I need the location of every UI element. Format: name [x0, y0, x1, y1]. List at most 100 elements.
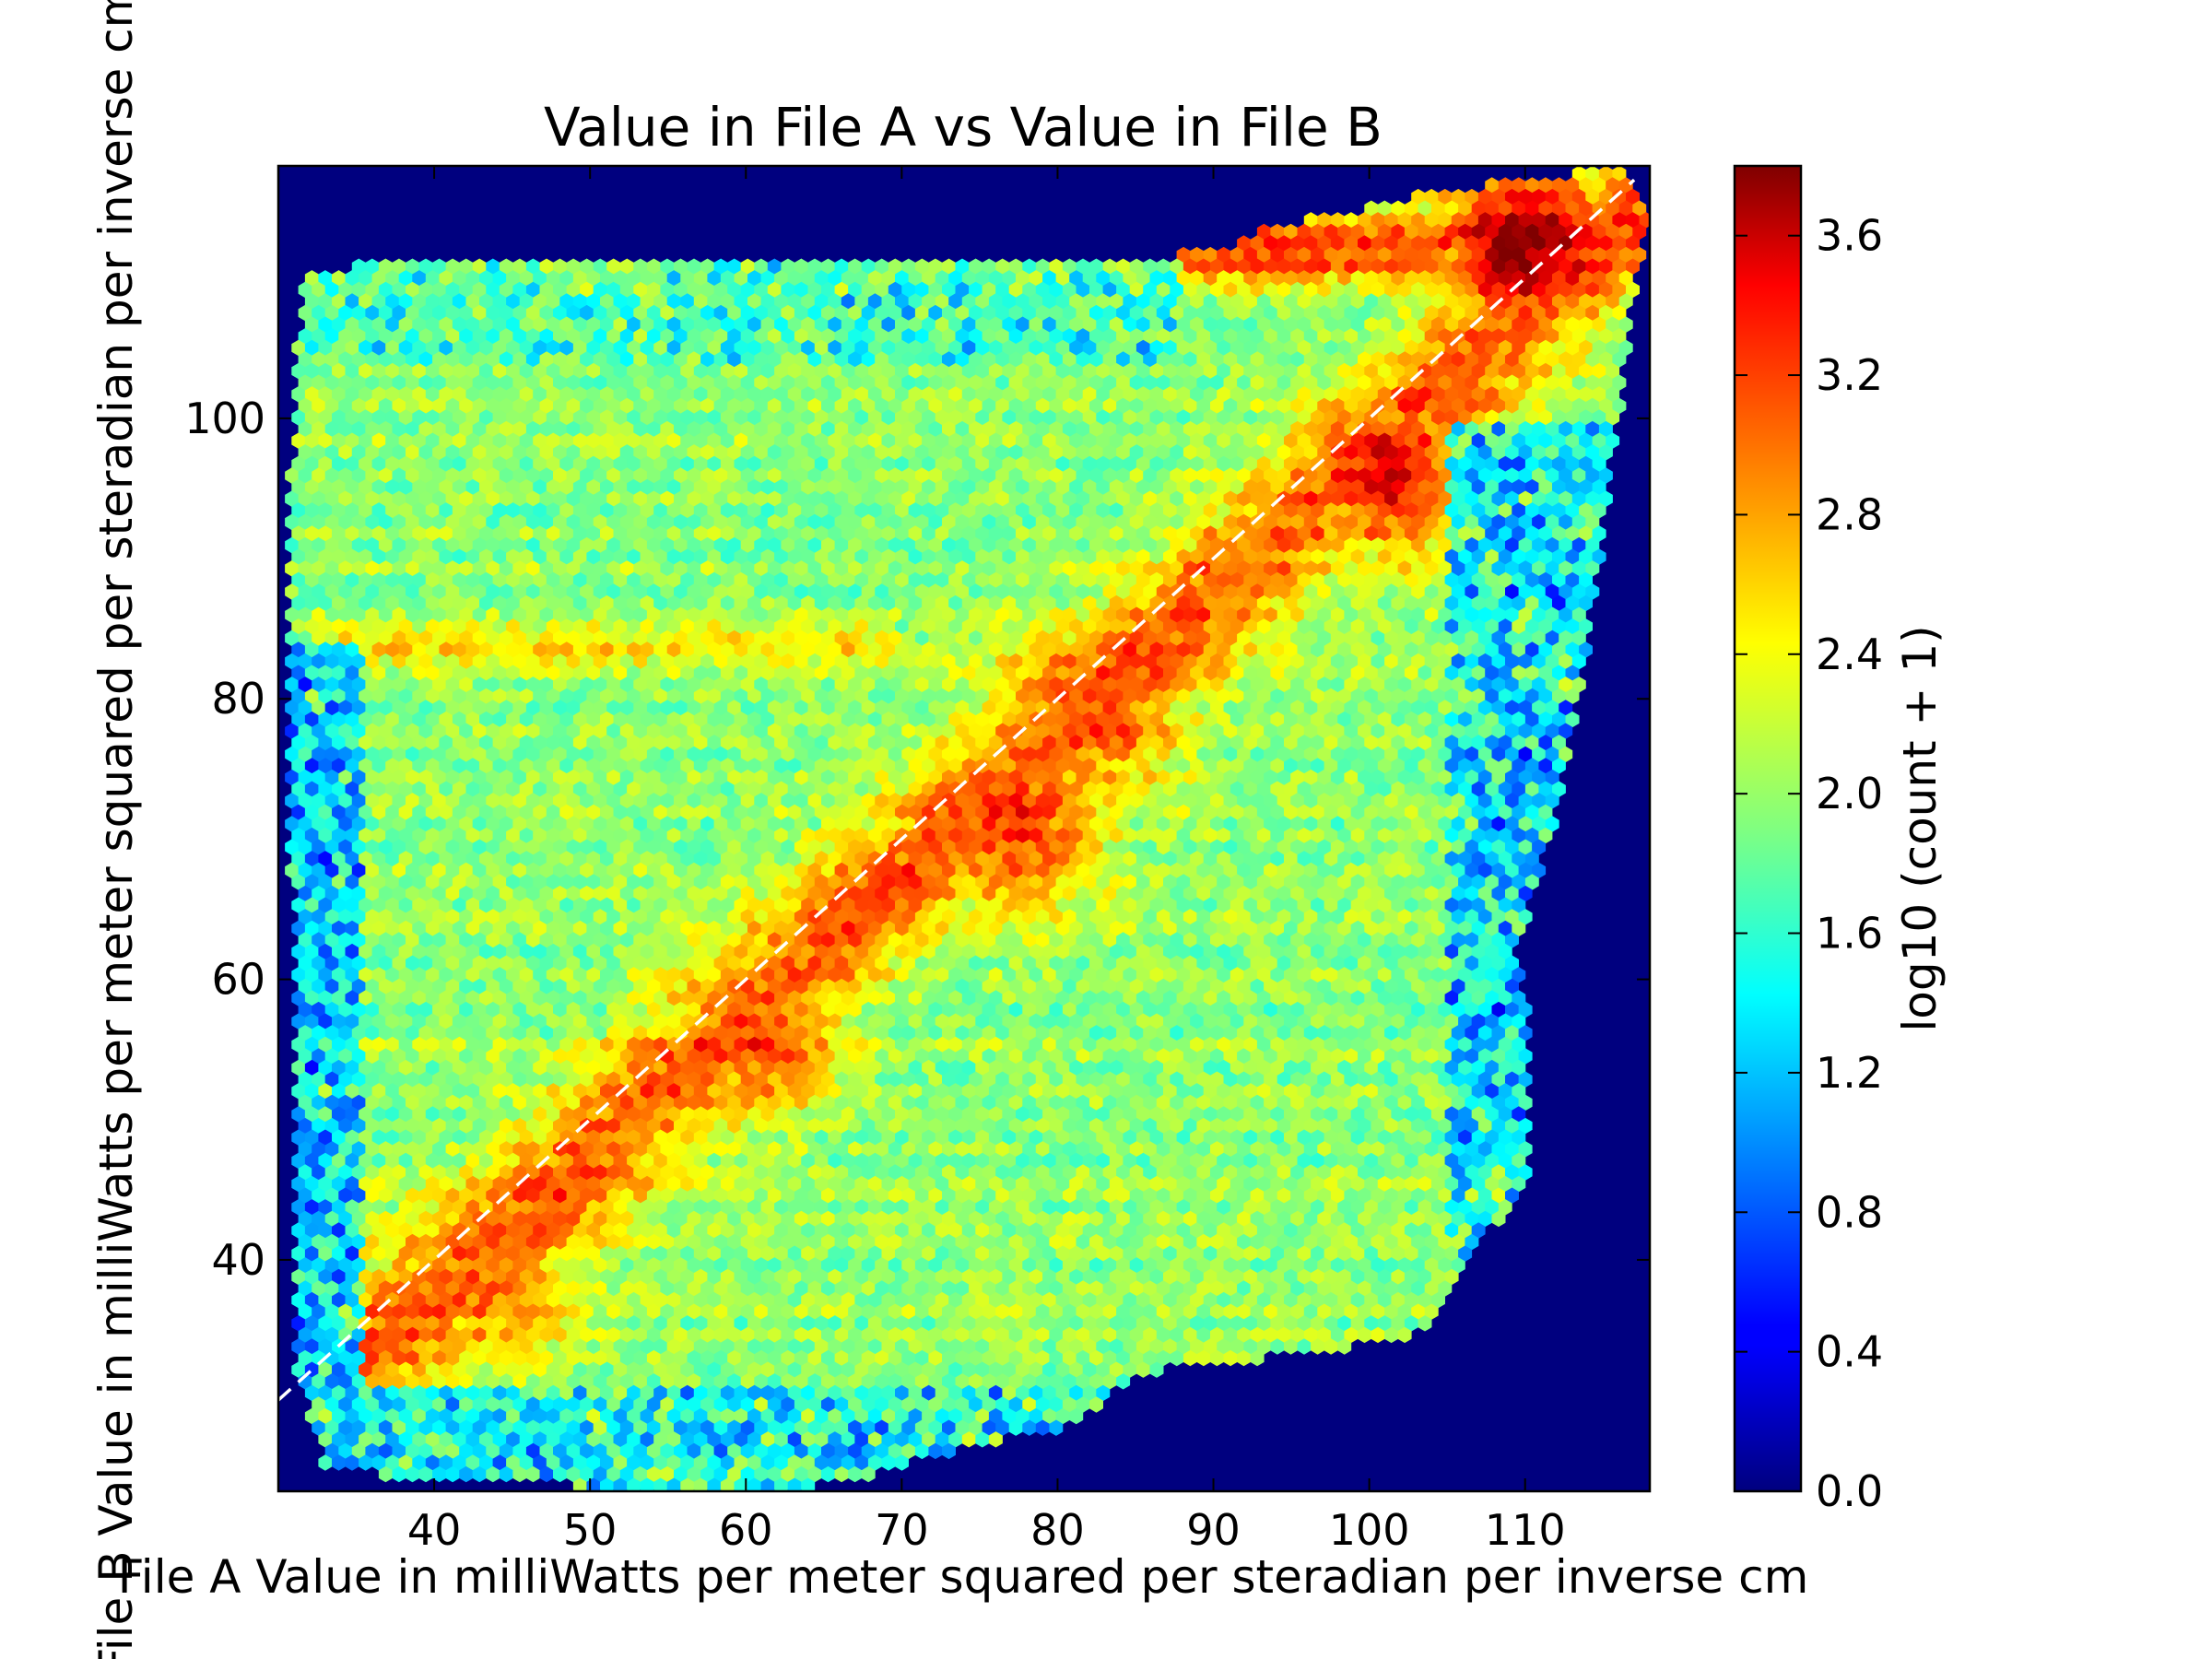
hex-cell [365, 351, 380, 368]
hex-cell [1256, 316, 1271, 333]
hex-cell [1035, 281, 1050, 299]
hex-cell [1337, 362, 1352, 380]
hex-cell [734, 270, 748, 287]
hex-cell [1384, 235, 1399, 252]
hex-cell [1016, 362, 1030, 380]
hex-cell [1311, 316, 1325, 333]
hex-cell [888, 374, 902, 391]
hex-cell [1418, 339, 1432, 357]
hex-cell [1250, 235, 1265, 252]
hex-cell [418, 304, 433, 322]
hex-cell [452, 362, 466, 380]
hex-cell [1565, 223, 1580, 241]
hex-cell [580, 351, 594, 368]
hex-cell [1022, 304, 1037, 322]
hex-cell [371, 362, 386, 380]
hex-cell [1612, 235, 1627, 252]
hex-cell [1096, 362, 1111, 380]
hex-cell [1135, 316, 1150, 333]
hex-cell [908, 362, 923, 380]
hex-cell [948, 270, 963, 287]
hex-cell [881, 316, 896, 333]
hex-cell [499, 328, 513, 345]
hex-cell [1008, 281, 1023, 299]
hex-cell [1571, 304, 1586, 322]
hex-cell [1592, 246, 1606, 264]
hex-cell [828, 316, 842, 333]
hex-cell [1358, 351, 1371, 368]
hex-cell [499, 281, 513, 299]
chart-title: Value in File A vs Value in File B [544, 96, 1382, 159]
hex-cell [1377, 200, 1392, 217]
hex-cell [1444, 246, 1459, 264]
hex-cell [1002, 362, 1017, 380]
hex-cell [332, 270, 346, 287]
hex-cell [351, 351, 366, 368]
hex-cell [988, 362, 1003, 380]
hex-cell [1176, 270, 1191, 287]
hex-cell [1223, 328, 1238, 345]
hex-cell [747, 293, 761, 310]
hex-cell [512, 258, 527, 275]
hex-cell [1149, 316, 1164, 333]
hex-cell [1571, 281, 1586, 299]
hex-cell [1350, 316, 1365, 333]
hex-cell [680, 386, 695, 403]
hex-cell [1022, 258, 1037, 275]
hex-cell [1424, 281, 1439, 299]
hex-cell [1444, 316, 1459, 333]
hex-cell [1377, 293, 1392, 310]
hex-cell [492, 316, 507, 333]
hex-cell [1592, 316, 1606, 333]
hex-cell [572, 386, 587, 403]
hex-cell [1096, 293, 1111, 310]
hex-cell [901, 304, 916, 322]
hex-cell [546, 362, 560, 380]
hex-cell [680, 316, 695, 333]
hex-cell [1565, 270, 1580, 287]
hex-cell [1545, 304, 1559, 322]
hex-cell [1438, 281, 1453, 299]
hex-cell [1344, 235, 1359, 252]
hex-cell [1524, 246, 1539, 264]
hex-cell [948, 339, 963, 357]
hex-cell [298, 328, 312, 345]
hex-cell [1565, 177, 1580, 194]
hex-cell [1109, 293, 1124, 310]
hex-cell [995, 351, 1010, 368]
hex-cell [627, 316, 641, 333]
hex-cell [1002, 386, 1017, 403]
hex-cell [492, 386, 507, 403]
hex-cell [1062, 258, 1077, 275]
hex-cell [1055, 316, 1070, 333]
hex-cell [1256, 246, 1271, 264]
hex-cell [1491, 188, 1506, 206]
hex-cell [1277, 328, 1291, 345]
hex-cell [1524, 293, 1539, 310]
hex-cell [432, 351, 447, 368]
hex-cell [1377, 270, 1392, 287]
hex-cell [406, 281, 419, 299]
hex-cell [1237, 235, 1251, 252]
hex-cell [365, 328, 380, 345]
hex-cell [385, 339, 400, 357]
hex-cell [1498, 200, 1512, 217]
hex-cell [1598, 166, 1613, 182]
hex-cell [1049, 328, 1064, 345]
hex-cell [1290, 328, 1305, 345]
hex-cell [700, 304, 715, 322]
hex-cell [760, 316, 775, 333]
hex-cell [1102, 304, 1117, 322]
hex-cell [385, 270, 400, 287]
hex-cell [412, 293, 427, 310]
hex-cell [794, 304, 808, 322]
hex-cell [727, 328, 742, 345]
hex-cell [787, 270, 802, 287]
hex-cell [1418, 362, 1432, 380]
hex-cell [1518, 304, 1533, 322]
hex-cell [1297, 270, 1312, 287]
hex-cell [312, 304, 326, 322]
hex-cell [1491, 212, 1506, 229]
hex-cell [1317, 328, 1332, 345]
hex-cell [895, 270, 909, 287]
